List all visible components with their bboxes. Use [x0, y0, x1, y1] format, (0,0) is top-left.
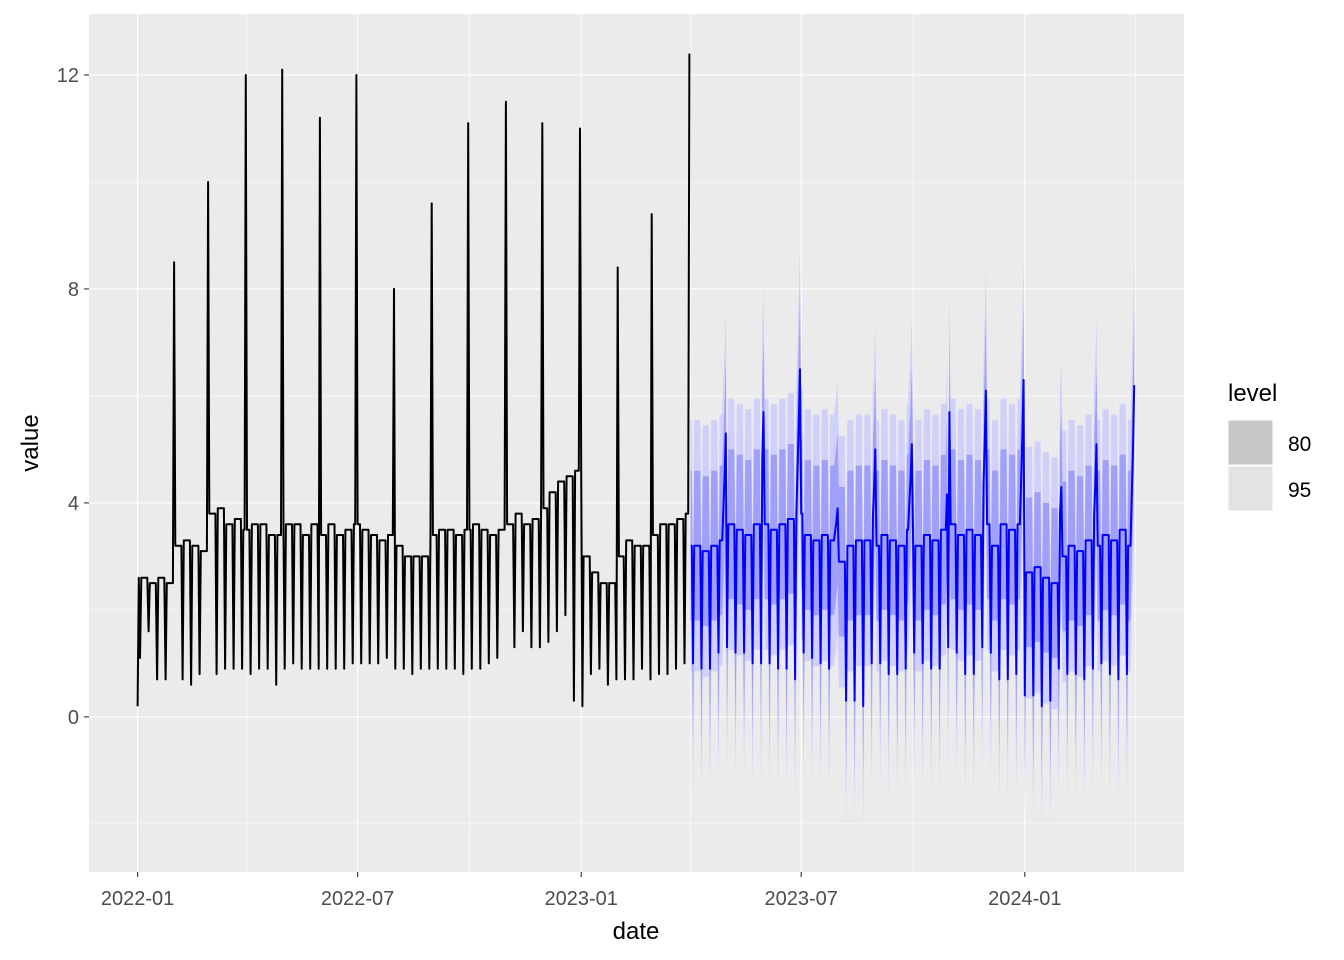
- series-lines: [136, 53, 1136, 708]
- y-tick-label: 4: [68, 493, 79, 515]
- history-line: [136, 53, 691, 708]
- legend-key-80: [1227, 419, 1274, 466]
- y-axis-title: value: [17, 414, 44, 471]
- legend-label-95: 95: [1288, 479, 1311, 502]
- legend-key-95: [1227, 465, 1274, 512]
- y-axis: 0 4 8 12: [57, 65, 89, 729]
- legend-title: level: [1228, 380, 1277, 407]
- forecast-mean-line: [690, 368, 1136, 708]
- x-tick-label: 2023-01: [545, 888, 618, 910]
- y-tick-label: 12: [57, 65, 79, 87]
- x-tick-label: 2024-01: [988, 888, 1061, 910]
- x-tick-label: 2023-07: [764, 888, 837, 910]
- x-tick-label: 2022-01: [101, 888, 174, 910]
- legend-label-80: 80: [1288, 433, 1311, 456]
- y-tick-label: 8: [68, 279, 79, 301]
- y-tick-label: 0: [68, 707, 79, 729]
- x-axis-title: date: [613, 918, 660, 945]
- x-axis: 2022-01 2022-07 2023-01 2023-07 2024-01: [101, 872, 1061, 910]
- x-tick-label: 2022-07: [321, 888, 394, 910]
- legend: level 80 95: [1227, 380, 1311, 512]
